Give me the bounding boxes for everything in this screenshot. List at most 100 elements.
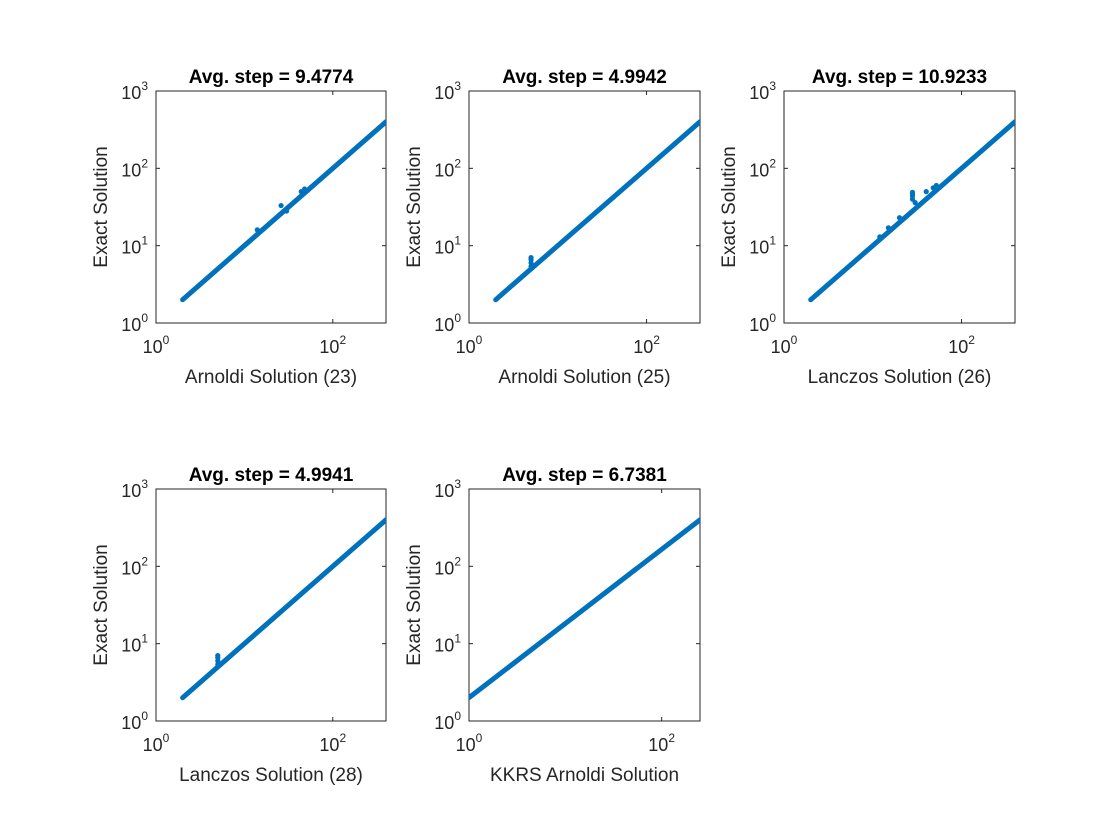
- data-point: [254, 227, 260, 233]
- x-tick-exponent: 0: [791, 333, 798, 347]
- plot-area: [469, 517, 700, 701]
- y-tick-exponent: 1: [454, 234, 461, 248]
- x-axis-label: KKRS Arnoldi Solution: [490, 765, 679, 786]
- y-tick-label: 100: [434, 311, 461, 335]
- x-tick-label: 102: [633, 333, 660, 357]
- y-tick-base: 10: [121, 481, 141, 501]
- subplot-title: Avg. step = 4.9941: [189, 465, 354, 486]
- y-tick-label: 103: [121, 79, 148, 103]
- x-tick-exponent: 0: [476, 731, 483, 745]
- y-tick-label: 103: [121, 477, 148, 501]
- y-tick-exponent: 3: [454, 79, 461, 93]
- plot-area: [180, 517, 386, 701]
- y-tick-exponent: 1: [141, 234, 148, 248]
- y-tick-exponent: 1: [769, 234, 776, 248]
- y-tick-base: 10: [121, 713, 141, 733]
- y-tick-label: 103: [434, 79, 461, 103]
- data-point: [912, 200, 918, 206]
- y-tick-base: 10: [749, 238, 769, 258]
- y-tick-label: 101: [121, 632, 148, 656]
- data-point: [923, 189, 929, 195]
- x-tick-label: 102: [319, 333, 346, 357]
- subplot-title: Avg. step = 6.7381: [502, 465, 667, 486]
- y-tick-label: 101: [434, 632, 461, 656]
- x-tick-label: 102: [948, 333, 975, 357]
- y-tick-exponent: 3: [454, 477, 461, 491]
- plot-area: [180, 119, 386, 303]
- y-tick-exponent: 3: [141, 477, 148, 491]
- y-tick-exponent: 0: [141, 709, 148, 723]
- y-tick-base: 10: [749, 160, 769, 180]
- y-axis-label: Exact Solution: [404, 146, 425, 267]
- y-tick-label: 100: [434, 709, 461, 733]
- series-diagonal-line: [808, 119, 1015, 303]
- subplot-title: Avg. step = 9.4774: [189, 67, 354, 88]
- x-tick-base: 10: [143, 735, 163, 755]
- x-axis-label: Arnoldi Solution (25): [498, 367, 670, 388]
- y-tick-exponent: 1: [141, 632, 148, 646]
- y-tick-base: 10: [749, 83, 769, 103]
- data-point: [877, 234, 883, 240]
- subplot-title: Avg. step = 10.9233: [812, 67, 987, 88]
- x-axis-label: Lanczos Solution (28): [179, 765, 363, 786]
- x-tick-label: 100: [456, 333, 483, 357]
- x-tick-label: 100: [143, 731, 170, 755]
- y-tick-label: 102: [434, 554, 461, 578]
- x-tick-base: 10: [319, 735, 339, 755]
- x-tick-exponent: 0: [163, 731, 170, 745]
- y-tick-exponent: 1: [454, 632, 461, 646]
- y-tick-label: 100: [749, 311, 776, 335]
- x-tick-base: 10: [948, 337, 968, 357]
- y-tick-base: 10: [121, 315, 141, 335]
- y-tick-base: 10: [434, 160, 454, 180]
- plot-area: [493, 119, 700, 303]
- y-tick-base: 10: [121, 160, 141, 180]
- x-tick-exponent: 2: [339, 731, 346, 745]
- x-tick-base: 10: [633, 337, 653, 357]
- x-tick-base: 10: [771, 337, 791, 357]
- y-tick-label: 102: [749, 156, 776, 180]
- y-tick-label: 103: [434, 477, 461, 501]
- y-tick-label: 101: [121, 234, 148, 258]
- y-axis-label: Exact Solution: [404, 544, 425, 665]
- y-tick-exponent: 2: [769, 156, 776, 170]
- y-tick-label: 101: [749, 234, 776, 258]
- x-tick-base: 10: [456, 735, 476, 755]
- y-tick-exponent: 0: [141, 311, 148, 325]
- x-tick-base: 10: [456, 337, 476, 357]
- series-diagonal-line: [180, 517, 386, 701]
- series-diagonal-line: [493, 119, 700, 303]
- y-tick-base: 10: [749, 315, 769, 335]
- y-tick-label: 103: [749, 79, 776, 103]
- y-tick-base: 10: [121, 83, 141, 103]
- x-tick-label: 100: [143, 333, 170, 357]
- x-tick-exponent: 0: [476, 333, 483, 347]
- y-tick-base: 10: [121, 238, 141, 258]
- y-tick-base: 10: [434, 315, 454, 335]
- x-tick-label: 100: [456, 731, 483, 755]
- y-tick-base: 10: [434, 558, 454, 578]
- x-tick-exponent: 0: [163, 333, 170, 347]
- x-tick-label: 102: [319, 731, 346, 755]
- x-axis-label: Arnoldi Solution (23): [185, 367, 357, 388]
- y-tick-base: 10: [121, 558, 141, 578]
- x-tick-exponent: 2: [968, 333, 975, 347]
- y-tick-label: 101: [434, 234, 461, 258]
- y-tick-exponent: 2: [454, 554, 461, 568]
- x-tick-base: 10: [319, 337, 339, 357]
- y-tick-label: 102: [121, 554, 148, 578]
- data-point: [283, 208, 290, 214]
- y-tick-label: 102: [121, 156, 148, 180]
- y-tick-exponent: 2: [454, 156, 461, 170]
- y-tick-base: 10: [434, 83, 454, 103]
- data-point: [278, 202, 284, 209]
- y-tick-base: 10: [434, 238, 454, 258]
- y-tick-label: 100: [121, 311, 148, 335]
- y-tick-label: 100: [121, 709, 148, 733]
- y-axis-label: Exact Solution: [91, 544, 112, 665]
- axes-box: [155, 488, 387, 722]
